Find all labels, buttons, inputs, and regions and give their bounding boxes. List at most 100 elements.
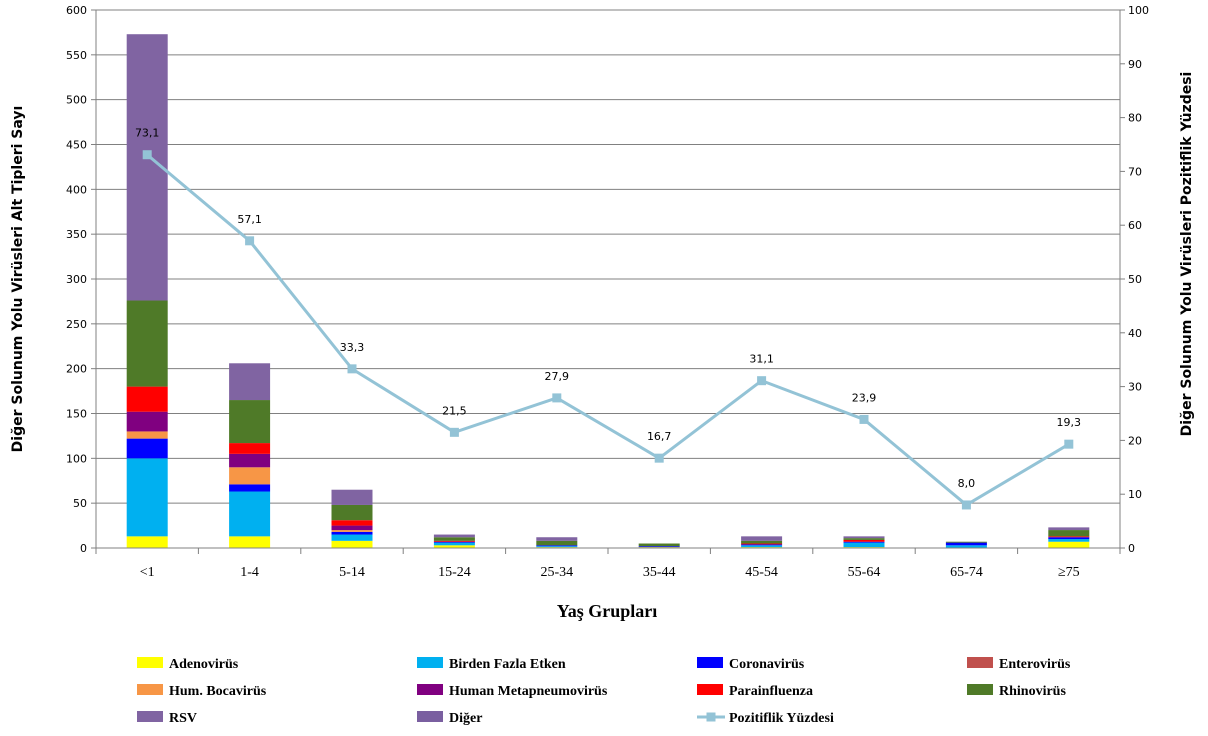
x-tick-label: 5-14 [339,565,365,580]
y-tick-label: 300 [66,273,87,286]
bar-segment [1048,527,1090,531]
legend-swatch [697,657,723,668]
legend-label: Coronavirüs [729,657,805,672]
y2-axis-title: Diğer Solunum Yolu Virüsleri Pozitiflik … [1179,72,1195,437]
y2-tick-label: 20 [1128,434,1142,447]
bar-segment [638,543,680,547]
bar-segment [433,542,475,546]
bar-segment [741,544,783,546]
bar-segment [945,545,987,548]
legend-label: Diğer [449,711,482,726]
legend-swatch [417,684,443,695]
bar-segment [536,540,578,546]
bar-segment [331,489,373,505]
legend-label: Pozitiflik Yüzdesi [729,711,834,726]
y2-tick-label: 40 [1128,327,1142,340]
x-tick-label: 25-34 [540,565,573,580]
x-tick-label: 45-54 [745,565,778,580]
positivity-marker [757,376,767,386]
bar-segment [638,546,680,548]
x-tick-label: <1 [140,565,155,580]
bar-segment [536,537,578,541]
bar-segment [843,541,885,543]
y-tick-label: 0 [80,542,87,555]
x-axis-title: Yaş Grupları [557,601,658,621]
bar-segment [126,411,168,432]
legend-swatch [417,657,443,668]
positivity-marker [1064,439,1074,449]
y2-tick-label: 10 [1128,488,1142,501]
bar-segment [1048,536,1090,538]
bar-segment [741,543,783,545]
bar-segment [1048,539,1090,542]
x-tick-label: 1-4 [240,565,259,580]
bar-segment [536,546,578,548]
positivity-marker [142,150,152,160]
x-tick-label: 55-64 [848,565,881,580]
positivity-marker [449,427,459,437]
bar-segment [1048,537,1090,540]
bar-segment [331,531,373,535]
y-tick-label: 350 [66,228,87,241]
y-tick-label: 450 [66,139,87,152]
bar-segment [331,540,373,548]
legend-swatch [137,684,163,695]
legend-label: Parainfluenza [729,684,813,699]
bar-segment [229,443,271,454]
bar-segment [433,540,475,542]
bar-segment [229,363,271,401]
bar-segment [741,536,783,541]
bar-segment [126,300,168,387]
legend-label: Rhinovirüs [999,684,1066,699]
bar-segment [126,386,168,412]
positivity-data-label: 57,1 [237,213,262,226]
legend-swatch [137,711,163,722]
x-tick-label: 15-24 [438,565,471,580]
bar-segment [331,525,373,531]
positivity-data-label: 23,9 [852,391,877,404]
y2-tick-label: 50 [1128,273,1142,286]
bar-segment [433,534,475,538]
y2-tick-label: 60 [1128,219,1142,232]
positivity-data-label: 8,0 [958,477,976,490]
positivity-data-label: 27,9 [545,370,570,383]
bar-segment [126,458,168,537]
bar-segment [843,539,885,542]
y-tick-label: 500 [66,94,87,107]
legend-marker-swatch [706,712,716,722]
bar-segment [433,537,475,541]
legend-swatch [417,711,443,722]
y2-tick-label: 0 [1128,542,1135,555]
bar-segment [331,530,373,532]
bar-segment [536,545,578,547]
bar-segment [843,536,885,539]
bar-segment [126,438,168,459]
axes: 0 50 100 150 200 250 300 350 400 450 500 550 600 0 10 2… [66,4,1149,580]
positivity-line: 73,1 57,1 33,3 21,5 27,9 16,7 31,1 23,9 8,0 19,3 [135,127,1081,510]
bar-segment [843,538,885,540]
y-tick-label: 600 [66,4,87,17]
bar-segment [331,534,373,541]
y-tick-label: 50 [73,497,87,510]
x-tick-label: 65-74 [950,565,983,580]
bar-segment [1048,541,1090,548]
legend-swatch [697,684,723,695]
y-tick-label: 200 [66,363,87,376]
bar-segment [126,431,168,439]
legend-label: RSV [169,711,197,726]
bar-segment [433,545,475,548]
y-tick-label: 150 [66,408,87,421]
y2-tick-label: 70 [1128,165,1142,178]
y2-tick-label: 80 [1128,112,1142,125]
bar-segment [843,542,885,548]
legend-label: Birden Fazla Etken [449,657,566,672]
legend-label: Hum. Bocavirüs [169,684,267,699]
legend-swatch [967,684,993,695]
positivity-line-path [146,153,1070,507]
y2-tick-label: 90 [1128,58,1142,71]
bar-segment [229,484,271,492]
positivity-data-label: 33,3 [340,341,365,354]
positivity-data-label: 19,3 [1057,416,1082,429]
